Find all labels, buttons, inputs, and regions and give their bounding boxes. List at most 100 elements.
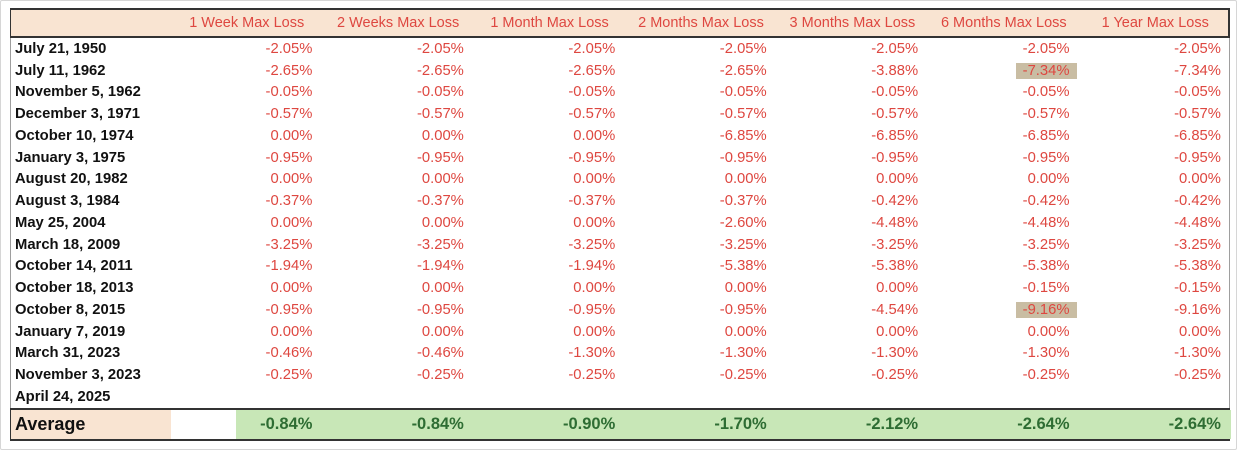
header-corner-cell[interactable]	[11, 10, 171, 36]
value-cell[interactable]: -0.95%	[416, 149, 464, 166]
value-cell[interactable]: -4.48%	[1174, 214, 1221, 231]
value-cell[interactable]: -0.42%	[1174, 193, 1221, 210]
value-cell[interactable]: -0.37%	[719, 193, 767, 210]
value-cell[interactable]: -3.25%	[871, 236, 919, 253]
date-cell[interactable]: March 18, 2009	[15, 236, 121, 253]
value-cell[interactable]: -0.15%	[1174, 280, 1221, 297]
date-cell[interactable]: November 3, 2023	[15, 367, 141, 384]
column-header[interactable]: 6 Months Max Loss	[940, 15, 1067, 31]
value-cell[interactable]: -1.30%	[1174, 345, 1221, 362]
average-value-cell[interactable]: -0.90%	[473, 409, 626, 439]
average-value-cell[interactable]: -0.84%	[236, 409, 323, 439]
value-cell[interactable]: -2.65%	[265, 62, 313, 79]
value-cell[interactable]: 0.00%	[421, 214, 464, 231]
value-cell[interactable]: -1.94%	[568, 258, 616, 275]
date-cell[interactable]: October 10, 1974	[15, 127, 134, 144]
average-value-cell[interactable]: -2.64%	[1079, 409, 1231, 439]
value-cell[interactable]: 0.00%	[724, 323, 767, 340]
value-cell[interactable]: 0.00%	[724, 280, 767, 297]
value-cell[interactable]: -0.05%	[416, 84, 464, 101]
value-cell[interactable]: -6.85%	[871, 127, 919, 144]
value-cell[interactable]: -0.95%	[568, 149, 616, 166]
value-cell[interactable]: -2.05%	[265, 40, 313, 57]
value-cell[interactable]: -2.65%	[719, 62, 767, 79]
value-cell[interactable]: -0.57%	[1174, 106, 1221, 123]
value-cell[interactable]: -2.05%	[416, 40, 464, 57]
value-cell[interactable]: -9.16%	[1174, 301, 1221, 318]
date-cell[interactable]: October 8, 2015	[15, 301, 126, 318]
value-cell[interactable]: -1.30%	[1022, 345, 1070, 362]
average-gap-cell[interactable]	[171, 409, 236, 439]
value-cell[interactable]: -0.05%	[719, 84, 767, 101]
value-cell[interactable]: -0.57%	[871, 106, 919, 123]
value-cell[interactable]: -0.57%	[719, 106, 767, 123]
date-cell[interactable]: January 3, 1975	[15, 149, 126, 166]
date-cell[interactable]: March 31, 2023	[15, 345, 121, 362]
value-cell[interactable]: -0.95%	[719, 301, 767, 318]
value-cell[interactable]: -0.25%	[416, 367, 464, 384]
column-header[interactable]: 1 Year Max Loss	[1101, 15, 1209, 31]
value-cell[interactable]: -0.95%	[719, 149, 767, 166]
value-cell[interactable]: 0.00%	[876, 323, 919, 340]
value-cell[interactable]: -3.25%	[568, 236, 616, 253]
value-cell[interactable]: 0.00%	[421, 323, 464, 340]
date-cell[interactable]: April 24, 2025	[15, 388, 111, 405]
date-cell[interactable]: October 14, 2011	[15, 258, 133, 275]
value-cell[interactable]: -1.30%	[719, 345, 767, 362]
date-cell[interactable]: January 7, 2019	[15, 323, 126, 340]
average-value-cell[interactable]: -0.84%	[322, 409, 474, 439]
average-label-cell[interactable]: Average	[11, 409, 171, 439]
value-cell[interactable]: -3.25%	[1022, 236, 1070, 253]
value-cell[interactable]: -5.38%	[1174, 258, 1221, 275]
date-cell[interactable]: October 18, 2013	[15, 280, 134, 297]
date-cell[interactable]: August 20, 1982	[15, 171, 128, 188]
date-cell[interactable]: August 3, 1984	[15, 193, 120, 210]
value-cell[interactable]: -5.38%	[1022, 258, 1070, 275]
value-cell[interactable]: -3.25%	[1174, 236, 1221, 253]
value-cell[interactable]: -0.37%	[568, 193, 616, 210]
value-cell[interactable]: -0.05%	[871, 84, 919, 101]
value-cell[interactable]: -0.42%	[871, 193, 919, 210]
value-cell[interactable]: -0.25%	[1022, 367, 1070, 384]
value-cell[interactable]: 0.00%	[270, 323, 313, 340]
value-cell[interactable]: -2.05%	[871, 40, 919, 57]
value-cell[interactable]: 0.00%	[724, 171, 767, 188]
value-cell[interactable]: -1.94%	[265, 258, 313, 275]
value-cell[interactable]: 0.00%	[270, 171, 313, 188]
value-cell[interactable]: -1.94%	[416, 258, 464, 275]
value-cell[interactable]: 0.00%	[573, 323, 616, 340]
value-cell[interactable]: -0.25%	[1174, 367, 1221, 384]
value-cell[interactable]: 0.00%	[421, 127, 464, 144]
value-cell[interactable]: 0.00%	[876, 171, 919, 188]
value-cell[interactable]: -6.85%	[1174, 127, 1221, 144]
value-cell[interactable]: 0.00%	[1027, 171, 1070, 188]
value-cell[interactable]: -2.05%	[1174, 40, 1221, 57]
value-cell[interactable]: -3.25%	[265, 236, 313, 253]
value-cell[interactable]: 0.00%	[573, 171, 616, 188]
value-cell[interactable]: -1.30%	[871, 345, 919, 362]
value-cell[interactable]: -1.30%	[568, 345, 616, 362]
column-header[interactable]: 1 Week Max Loss	[189, 15, 305, 31]
value-cell[interactable]: 0.00%	[421, 280, 464, 297]
date-cell[interactable]: May 25, 2004	[15, 214, 106, 231]
column-header[interactable]: 2 Months Max Loss	[638, 15, 764, 31]
value-cell[interactable]: -0.57%	[568, 106, 616, 123]
value-cell[interactable]: -0.42%	[1022, 193, 1070, 210]
value-cell[interactable]: -0.25%	[265, 367, 313, 384]
value-cell[interactable]: -2.05%	[719, 40, 767, 57]
value-cell[interactable]: -0.95%	[416, 301, 464, 318]
value-cell[interactable]: -0.25%	[719, 367, 767, 384]
value-cell[interactable]: -0.57%	[265, 106, 313, 123]
value-cell[interactable]: -0.95%	[265, 301, 313, 318]
date-cell[interactable]: December 3, 1971	[15, 106, 141, 123]
value-cell[interactable]: -6.85%	[719, 127, 767, 144]
value-cell[interactable]: -0.05%	[265, 84, 313, 101]
value-cell[interactable]: -0.95%	[1174, 149, 1221, 166]
value-cell[interactable]: -0.15%	[1022, 280, 1070, 297]
date-cell[interactable]: July 11, 1962	[15, 62, 106, 79]
value-cell[interactable]: 0.00%	[1178, 171, 1221, 188]
value-cell[interactable]: -7.34%	[1174, 62, 1221, 79]
value-cell[interactable]: -3.25%	[719, 236, 767, 253]
value-cell[interactable]: -0.95%	[568, 301, 616, 318]
value-cell[interactable]: 0.00%	[573, 127, 616, 144]
